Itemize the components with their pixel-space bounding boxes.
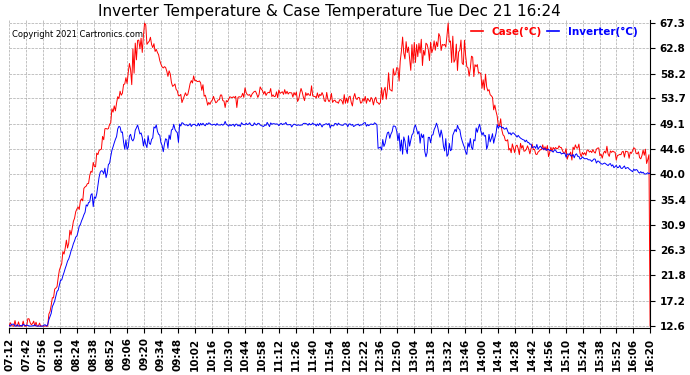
Legend: Case(°C), Inverter(°C): Case(°C), Inverter(°C) xyxy=(466,22,642,41)
Title: Inverter Temperature & Case Temperature Tue Dec 21 16:24: Inverter Temperature & Case Temperature … xyxy=(98,4,561,19)
Text: Copyright 2021 Cartronics.com: Copyright 2021 Cartronics.com xyxy=(12,30,144,39)
